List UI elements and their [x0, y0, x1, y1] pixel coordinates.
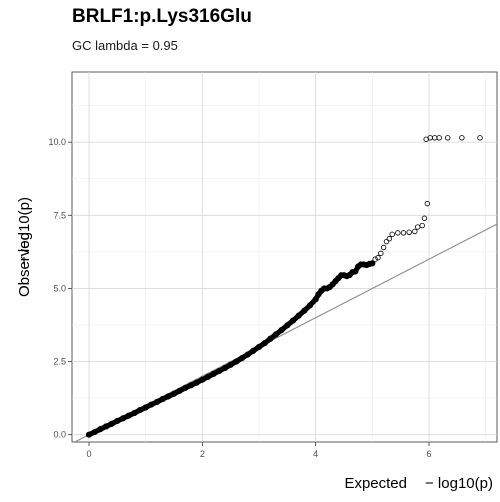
plot-panel: [71, 71, 498, 443]
y-tick-label: 0.0: [53, 430, 66, 440]
data-point: [406, 229, 412, 235]
y-tick-label: 10.0: [48, 137, 66, 147]
x-axis-ticks: 0 2 4 6: [86, 442, 432, 459]
data-point: [436, 135, 442, 141]
y-tick-label: 2.5: [53, 357, 66, 367]
data-point: [378, 250, 384, 257]
data-point: [372, 256, 378, 262]
y-tick-label: 5.0: [53, 283, 66, 293]
data-point: [421, 215, 428, 221]
data-point: [383, 238, 390, 245]
x-tick-label: 2: [200, 449, 205, 459]
data-point: [419, 222, 425, 229]
chart-subtitle: GC lambda = 0.95: [72, 38, 178, 53]
data-point: [369, 260, 376, 267]
data-point: [386, 236, 393, 242]
data-point: [389, 231, 395, 238]
x-axis-suffix: − log10(p): [425, 475, 493, 492]
x-axis-title: Expected: [344, 475, 407, 492]
y-axis-suffix: − log10(p): [16, 197, 33, 265]
chart-title: BRLF1:p.Lys316Glu: [72, 6, 252, 27]
x-tick-label: 6: [426, 449, 431, 459]
data-point: [424, 200, 430, 207]
major-grid: [72, 72, 497, 442]
data-point: [459, 135, 465, 141]
data-point: [400, 230, 407, 236]
x-tick-label: 0: [86, 449, 91, 459]
data-point: [380, 244, 387, 251]
data-points: [85, 135, 483, 438]
data-point: [445, 135, 451, 141]
x-tick-label: 4: [313, 449, 318, 459]
y-axis-ticks: 0.0 2.5 5.0 7.5 10.0: [48, 137, 72, 440]
data-point: [375, 255, 381, 261]
data-point: [412, 228, 418, 235]
data-point: [395, 230, 401, 236]
y-axis-title: Observed: [16, 232, 33, 297]
y-tick-label: 7.5: [53, 210, 66, 220]
data-point: [477, 135, 483, 141]
